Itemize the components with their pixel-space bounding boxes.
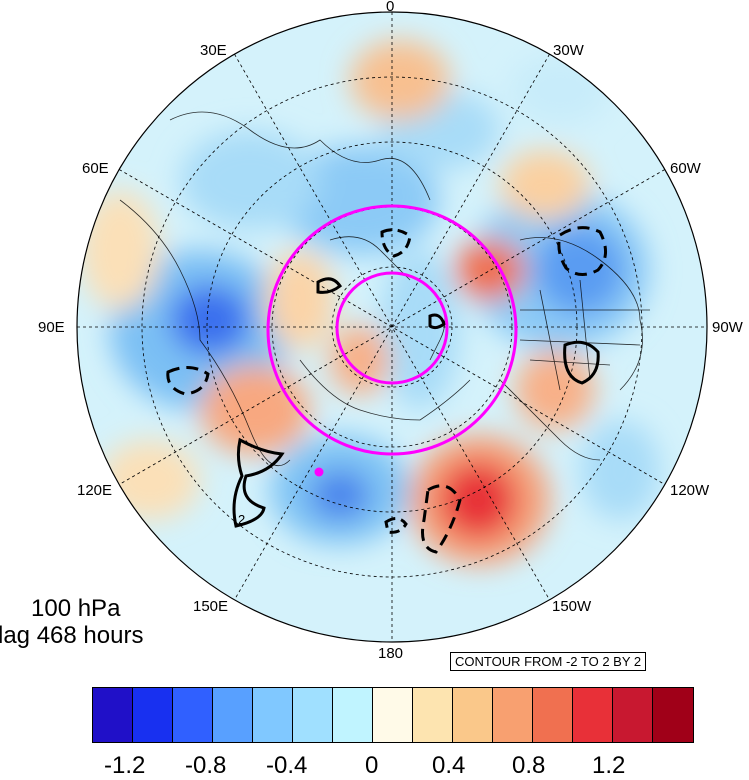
colorbar-swatch bbox=[573, 688, 613, 742]
lon-label-150w: 150W bbox=[552, 598, 592, 615]
lon-label-90w: 90W bbox=[712, 319, 743, 336]
colorbar-swatch bbox=[133, 688, 173, 742]
title-lag: lag 468 hours bbox=[0, 622, 144, 649]
lon-label-0: 0 bbox=[386, 0, 395, 15]
map-boundary bbox=[76, 11, 708, 643]
colorbar-swatch bbox=[533, 688, 573, 742]
lon-label-60w: 60W bbox=[670, 160, 701, 177]
colorbar-swatch bbox=[453, 688, 493, 742]
colorbar-tick-label: 0.4 bbox=[432, 752, 466, 779]
title-level: 100 hPa bbox=[31, 595, 121, 622]
colorbar bbox=[92, 687, 694, 743]
magenta-circles bbox=[266, 204, 518, 456]
contours bbox=[166, 226, 607, 554]
colorbar-swatch bbox=[333, 688, 373, 742]
colorbar-swatch bbox=[293, 688, 333, 742]
lon-label-60e: 60E bbox=[82, 160, 109, 177]
lon-label-30w: 30W bbox=[553, 42, 584, 59]
inner-magenta-circle bbox=[335, 271, 449, 385]
lon-label-150e: 150E bbox=[193, 598, 229, 615]
colorbar-swatch bbox=[653, 688, 693, 742]
colorbar-tick-label: -1.2 bbox=[104, 752, 146, 779]
lon-label-30e: 30E bbox=[200, 42, 227, 59]
lon-label-120e: 120E bbox=[77, 482, 113, 499]
colorbar-tick-label: -0.4 bbox=[266, 752, 308, 779]
colorbar-swatch bbox=[173, 688, 213, 742]
colorbar-swatch bbox=[253, 688, 293, 742]
lon-label-90e: 90E bbox=[38, 319, 65, 336]
contour-value-label: 2 bbox=[238, 512, 245, 527]
colorbar-swatch bbox=[373, 688, 413, 742]
lon-label-180: 180 bbox=[378, 645, 404, 662]
colorbar-swatch bbox=[493, 688, 533, 742]
colorbar-tick-label: 0.8 bbox=[512, 752, 546, 779]
outer-magenta-circle bbox=[266, 204, 518, 456]
magenta-marker bbox=[314, 467, 324, 477]
colorbar-tick-label: -0.8 bbox=[185, 752, 227, 779]
colorbar-tick-label: 1.2 bbox=[592, 752, 626, 779]
contour-info-box: CONTOUR FROM -2 TO 2 BY 2 bbox=[450, 652, 647, 671]
lon-label-120w: 120W bbox=[670, 482, 710, 499]
colorbar-swatch bbox=[213, 688, 253, 742]
colorbar-tick-label: 0 bbox=[365, 752, 379, 779]
colorbar-swatch bbox=[413, 688, 453, 742]
colorbar-swatch bbox=[613, 688, 653, 742]
colorbar-swatch bbox=[93, 688, 133, 742]
